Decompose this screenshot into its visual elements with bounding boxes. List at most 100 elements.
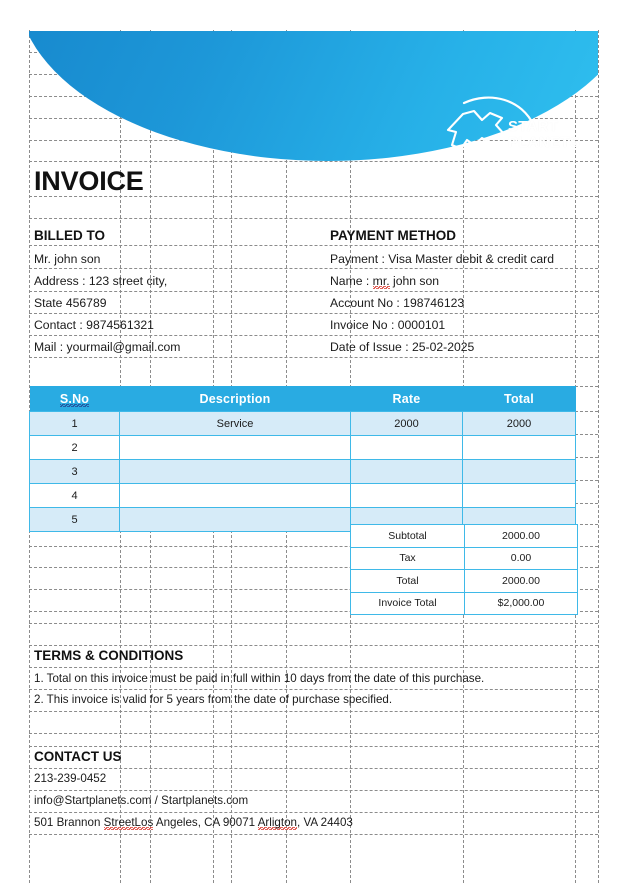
payment-method-payment: Payment : Visa Master debit & credit car… — [330, 252, 554, 266]
brand-name-line2: PLANETS — [508, 134, 581, 151]
items-table: S.No Description Rate Total 1 Service 20… — [29, 386, 576, 532]
grid-row-line — [29, 645, 598, 646]
terms-heading: TERMS & CONDITIONS — [34, 648, 184, 663]
payment-method-account-no: Account No : 198746123 — [330, 296, 465, 310]
payment-name-suffix: john son — [389, 274, 440, 288]
table-row: 1 Service 2000 2000 — [29, 411, 576, 436]
grid-row-line — [29, 812, 598, 813]
table-row: 3 — [29, 459, 576, 484]
grid-row-line — [29, 611, 598, 612]
column-header-sno: S.No — [29, 386, 120, 412]
column-header-description: Description — [119, 386, 351, 412]
totals-label: Tax — [350, 546, 465, 570]
cell-rate — [350, 435, 463, 460]
totals-value: 2000.00 — [464, 569, 578, 593]
billed-to-name: Mr. john son — [34, 252, 101, 266]
contact-heading: CONTACT US — [34, 749, 122, 764]
payment-name-misspelled: mr. — [372, 274, 390, 289]
payment-method-invoice-no: Invoice No : 0000101 — [330, 318, 446, 332]
grid-row-line — [29, 196, 598, 197]
terms-item-1: 1. Total on this invoice must be paid in… — [34, 672, 485, 685]
grid-row-line — [29, 291, 598, 292]
cell-description — [119, 483, 351, 508]
cell-rate: 2000 — [350, 411, 463, 436]
totals-label: Invoice Total — [350, 591, 465, 615]
billed-to-state: State 456789 — [34, 296, 107, 310]
totals-row-invoice-total: Invoice Total $2,000.00 — [350, 591, 578, 615]
billed-to-mail: Mail : yourmail@gmail.com — [34, 340, 181, 354]
column-header-total: Total — [462, 386, 576, 412]
cell-description — [119, 435, 351, 460]
cell-rate — [350, 459, 463, 484]
grid-row-line — [29, 711, 598, 712]
totals-row-subtotal: Subtotal 2000.00 — [350, 524, 578, 548]
grid-row-line — [29, 546, 598, 547]
cell-sno: 5 — [29, 507, 120, 532]
grid-row-line — [29, 733, 598, 734]
billed-to-contact: Contact : 9874561321 — [34, 318, 154, 332]
brand-name: START PLANETS — [508, 119, 580, 151]
payment-method-name: Name : mr. john son — [330, 274, 440, 289]
grid-row-line — [29, 768, 598, 769]
cell-sno: 4 — [29, 483, 120, 508]
grid-row-line — [29, 268, 598, 269]
address-street-misspelled: StreetLos — [103, 816, 154, 830]
billed-to-address: Address : 123 street city, — [34, 274, 168, 288]
items-table-header-row: S.No Description Rate Total — [29, 386, 576, 412]
page-title: INVOICE — [34, 166, 144, 196]
totals-value: 0.00 — [464, 546, 578, 570]
cell-total — [462, 459, 576, 484]
cell-sno: 1 — [29, 411, 120, 436]
table-row: 2 — [29, 435, 576, 460]
grid-row-line — [29, 567, 598, 568]
grid-row-line — [29, 245, 598, 246]
cell-rate — [350, 483, 463, 508]
address-part-2: Angeles, CA 90071 — [153, 816, 258, 829]
column-header-sno-label: S.No — [59, 391, 90, 407]
address-part-3: , VA 24403 — [297, 816, 353, 829]
address-part-1: 501 Brannon — [34, 816, 104, 829]
payment-method-heading: PAYMENT METHOD — [330, 228, 457, 243]
grid-row-line — [29, 589, 598, 590]
totals-value: 2000.00 — [464, 524, 578, 548]
table-row: 4 — [29, 483, 576, 508]
address-city-misspelled: Arligton — [257, 816, 297, 830]
grid-row-line — [29, 313, 598, 314]
grid-column-line — [598, 30, 599, 883]
brand-name-line1: START — [508, 118, 559, 135]
grid-row-line — [29, 834, 598, 835]
grid-row-line — [29, 667, 598, 668]
totals-row-tax: Tax 0.00 — [350, 546, 578, 570]
grid-row-line — [29, 335, 598, 336]
cell-description — [119, 507, 351, 532]
totals-label: Subtotal — [350, 524, 465, 548]
grid-column-line — [575, 30, 576, 883]
totals-label: Total — [350, 569, 465, 593]
payment-name-prefix: Name : — [330, 274, 373, 288]
grid-row-line — [29, 623, 598, 624]
grid-row-line — [29, 746, 598, 747]
contact-email-website: info@Startplanets.com / Startplanets.com — [34, 794, 249, 807]
brand-logo: START PLANETS — [430, 93, 580, 161]
header-banner: START PLANETS — [29, 31, 598, 161]
grid-row-line — [29, 161, 598, 162]
contact-phone: 213-239-0452 — [34, 772, 107, 785]
totals-table: Subtotal 2000.00 Tax 0.00 Total 2000.00 … — [350, 524, 578, 615]
billed-to-heading: BILLED TO — [34, 228, 106, 243]
grid-row-line — [29, 689, 598, 690]
payment-method-date-of-issue: Date of Issue : 25-02-2025 — [330, 340, 475, 354]
cell-total — [462, 483, 576, 508]
cell-description — [119, 459, 351, 484]
totals-row-total: Total 2000.00 — [350, 569, 578, 593]
grid-row-line — [29, 357, 598, 358]
cell-total — [462, 435, 576, 460]
grid-row-line — [29, 218, 598, 219]
cell-sno: 2 — [29, 435, 120, 460]
cell-description: Service — [119, 411, 351, 436]
totals-value: $2,000.00 — [464, 591, 578, 615]
column-header-rate: Rate — [350, 386, 463, 412]
airplane-icon — [446, 96, 536, 153]
cell-sno: 3 — [29, 459, 120, 484]
contact-address: 501 Brannon StreetLos Angeles, CA 90071 … — [34, 816, 353, 830]
